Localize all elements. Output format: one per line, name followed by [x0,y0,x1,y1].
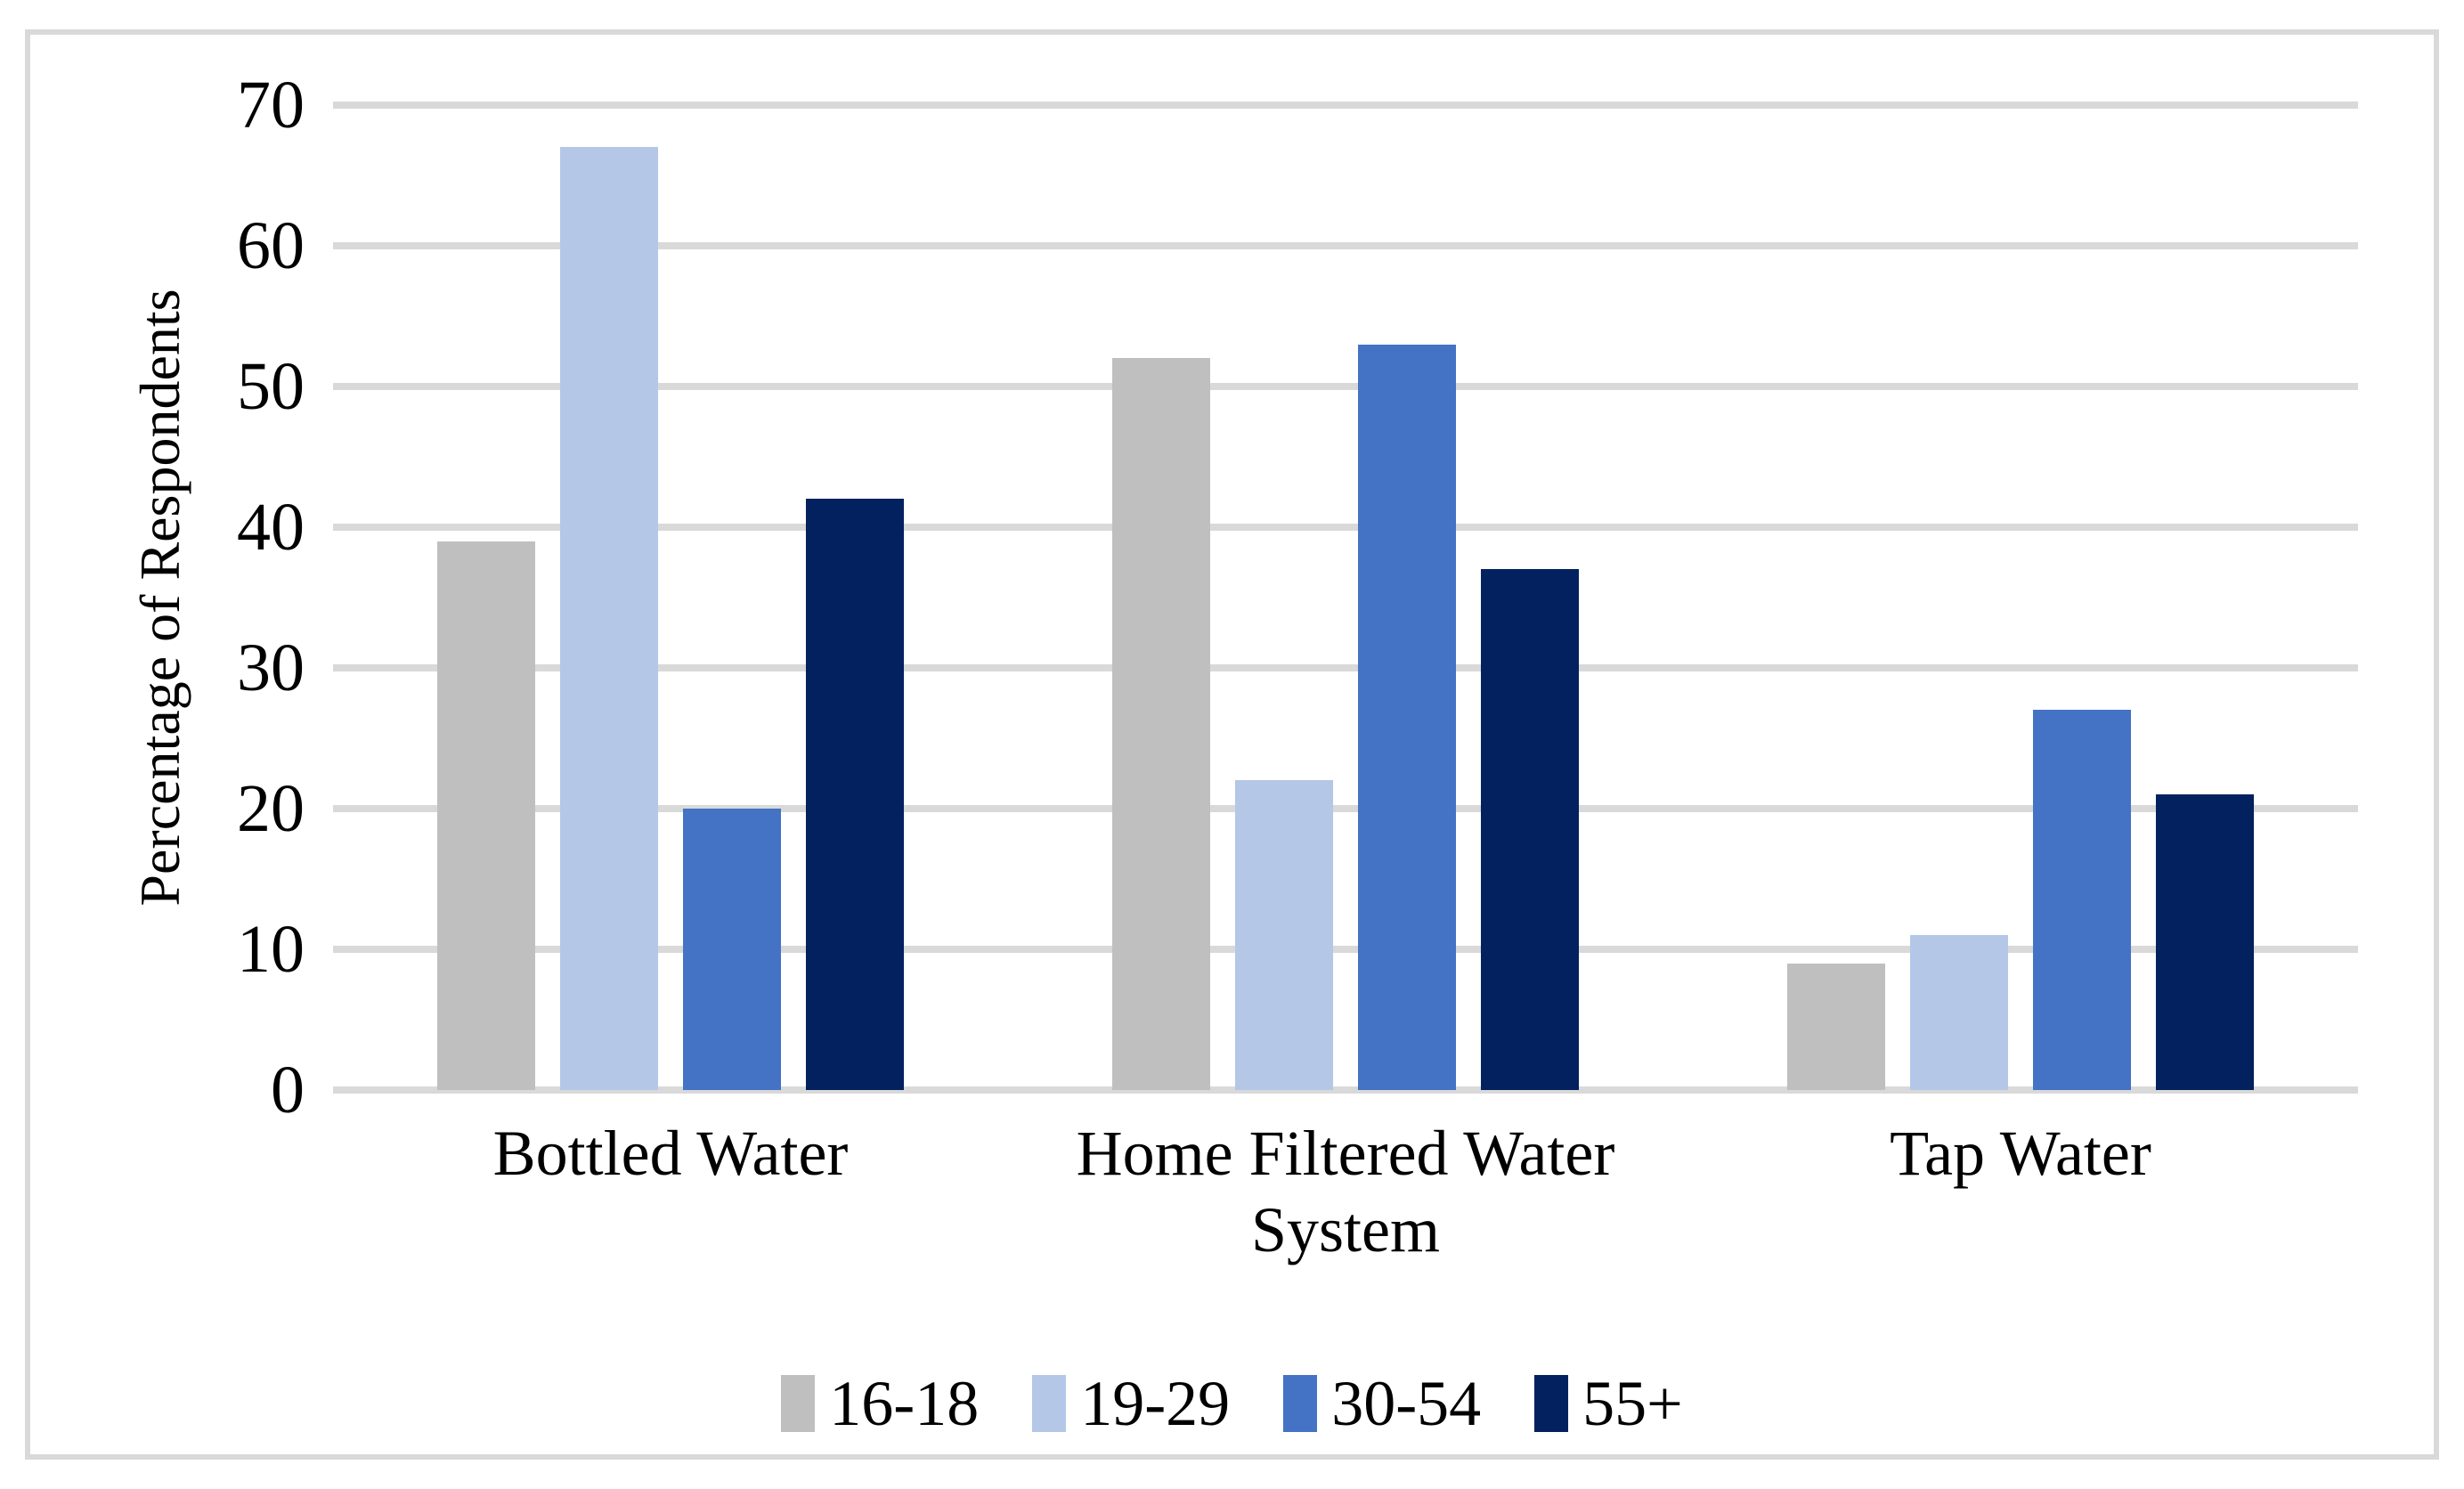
bar-55-tap-water [2156,794,2254,1090]
legend-swatch-30-54 [1283,1375,1318,1432]
gridline-70 [333,102,2358,109]
bar-group-home-filtered-water-system [1008,105,1683,1090]
bar-16-18-tap-water [1787,963,1885,1090]
bar-group-bottled-water [333,105,1008,1090]
bar-16-18-home-filtered-water-system [1112,358,1210,1090]
bar-groups [333,105,2358,1090]
y-tick-label-20: 20 [237,771,305,846]
legend-swatch-19-29 [1032,1375,1067,1432]
y-tick-label-10: 10 [237,912,305,987]
legend-label: 19-29 [1080,1368,1231,1439]
y-tick-label-30: 30 [237,631,305,705]
bar-19-29-home-filtered-water-system [1235,780,1333,1090]
bar-30-54-home-filtered-water-system [1358,344,1456,1090]
y-tick-label-50: 50 [237,349,305,424]
legend-label: 55+ [1582,1368,1683,1439]
gridline-50 [333,383,2358,390]
category-label-bottled-water: Bottled Water [333,1115,1008,1269]
gridline-60 [333,242,2358,249]
category-label-tap-water: Tap Water [1683,1115,2358,1269]
x-axis-category-labels: Bottled Water Home Filtered Water System T… [333,1115,2358,1269]
plot-area [333,102,2358,1094]
bar-55-bottled-water [806,499,904,1090]
category-label-text: Tap Water [1890,1118,2151,1189]
legend-swatch-16-18 [781,1375,816,1432]
y-tick-label-70: 70 [237,68,305,142]
legend-label: 30-54 [1331,1368,1482,1439]
bar-30-54-bottled-water [683,809,781,1090]
category-label-home-filtered-water-system: Home Filtered Water System [1008,1115,1683,1269]
bar-30-54-tap-water [2033,710,2131,1090]
y-tick-label-40: 40 [237,490,305,565]
legend-item-16-18: 16-18 [781,1371,979,1436]
legend-item-19-29: 19-29 [1032,1371,1230,1436]
category-label-text: Home Filtered Water System [1076,1118,1615,1266]
gridline-0 [333,1086,2358,1094]
legend-item-55: 55+ [1534,1371,1683,1436]
bar-19-29-bottled-water [560,147,658,1090]
bar-16-18-bottled-water [437,541,535,1090]
gridline-20 [333,805,2358,812]
category-label-text: Bottled Water [492,1118,849,1189]
y-tick-label-0: 0 [271,1053,305,1127]
legend-label: 16-18 [829,1368,980,1439]
gridline-10 [333,946,2358,953]
bar-19-29-tap-water [1910,935,2008,1090]
legend: 16-18 19-29 30-54 55+ [0,1371,2464,1436]
gridline-40 [333,524,2358,531]
bar-group-tap-water [1683,105,2358,1090]
gridline-30 [333,664,2358,671]
bar-55-home-filtered-water-system [1481,569,1579,1090]
legend-swatch-55 [1534,1375,1569,1432]
y-tick-label-60: 60 [237,208,305,283]
legend-item-30-54: 30-54 [1283,1371,1481,1436]
